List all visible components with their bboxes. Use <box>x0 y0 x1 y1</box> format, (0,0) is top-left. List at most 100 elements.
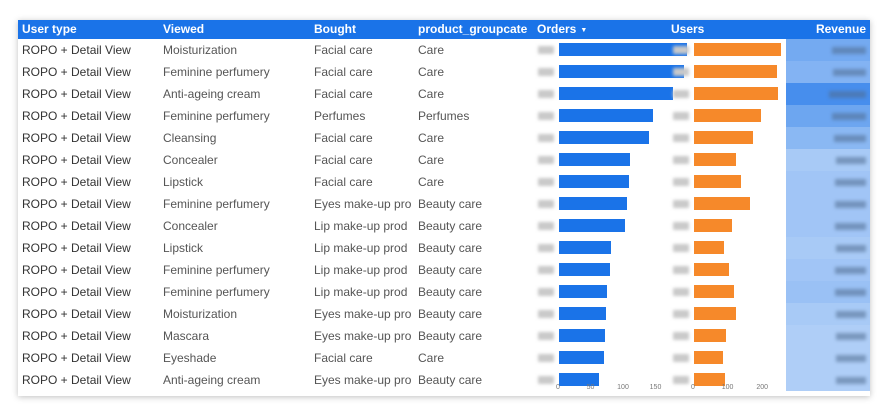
table-row[interactable]: ROPO + Detail View Feminine perfumery Eyes… <box>18 193 870 215</box>
cell-user-type: ROPO + Detail View <box>22 197 131 211</box>
cell-viewed: Lipstick <box>163 175 204 189</box>
users-value <box>673 332 689 340</box>
table-row[interactable]: ROPO + Detail View Cleansing Facial care Ca… <box>18 127 870 149</box>
revenue-cell <box>786 83 870 105</box>
table-row[interactable]: ROPO + Detail View Concealer Lip make-up p… <box>18 215 870 237</box>
revenue-value <box>836 377 866 384</box>
cell-product-group: Care <box>418 87 445 101</box>
cell-bought: Eyes make-up pro <box>314 373 412 387</box>
table-row[interactable]: ROPO + Detail View Moisturization Eyes mak… <box>18 303 870 325</box>
revenue-cell <box>786 127 870 149</box>
users-value <box>673 156 689 164</box>
users-bar <box>694 43 781 56</box>
users-bar <box>694 351 724 364</box>
cell-user-type: ROPO + Detail View <box>22 43 131 57</box>
sort-descending-icon[interactable]: ▼ <box>580 27 588 34</box>
column-header-product-group[interactable]: product_groupcate... <box>418 22 528 36</box>
column-header-viewed[interactable]: Viewed <box>163 22 205 36</box>
orders-bar <box>559 131 649 144</box>
cell-user-type: ROPO + Detail View <box>22 175 131 189</box>
table-row[interactable]: ROPO + Detail View Moisturization Facial c… <box>18 39 870 61</box>
cell-bought: Facial care <box>314 87 373 101</box>
cell-viewed: Moisturization <box>163 43 238 57</box>
revenue-cell <box>786 281 870 303</box>
cell-product-group: Care <box>418 153 445 167</box>
revenue-value <box>835 289 866 296</box>
revenue-cell <box>786 347 870 369</box>
users-bar <box>694 263 730 276</box>
orders-bar <box>559 329 606 342</box>
cell-user-type: ROPO + Detail View <box>22 373 131 387</box>
cell-product-group: Care <box>418 351 445 365</box>
cell-user-type: ROPO + Detail View <box>22 351 131 365</box>
table-row[interactable]: ROPO + Detail View Feminine perfumery Lip … <box>18 281 870 303</box>
table-row[interactable]: ROPO + Detail View Eyeshade Facial care Car… <box>18 347 870 369</box>
orders-value <box>538 244 554 252</box>
table-row[interactable]: ROPO + Detail View Lipstick Facial care Car… <box>18 171 870 193</box>
revenue-cell <box>786 193 870 215</box>
orders-header-label: Orders <box>537 22 577 36</box>
cell-user-type: ROPO + Detail View <box>22 109 131 123</box>
revenue-cell <box>786 171 870 193</box>
table-row[interactable]: ROPO + Detail View Mascara Eyes make-up pr… <box>18 325 870 347</box>
column-header-revenue[interactable]: Revenue <box>815 22 866 36</box>
cell-user-type: ROPO + Detail View <box>22 307 131 321</box>
table-row[interactable]: ROPO + Detail View Concealer Facial care Ca… <box>18 149 870 171</box>
column-header-user-type[interactable]: User type <box>22 22 77 36</box>
orders-value <box>538 156 554 164</box>
users-bar <box>694 285 735 298</box>
table-row[interactable]: ROPO + Detail View Anti-ageing cream Facia… <box>18 83 870 105</box>
users-value <box>673 68 689 76</box>
cell-user-type: ROPO + Detail View <box>22 263 131 277</box>
table-row[interactable]: ROPO + Detail View Feminine perfumery Faci… <box>18 61 870 83</box>
orders-value <box>538 354 554 362</box>
axis-tick-label: 150 <box>649 384 662 391</box>
orders-value <box>538 112 554 120</box>
cell-product-group: Beauty care <box>418 307 483 321</box>
users-bar <box>694 373 725 386</box>
axis-tick-label: 200 <box>756 384 769 391</box>
cell-product-group: Beauty care <box>418 329 483 343</box>
cell-bought: Facial care <box>314 43 373 57</box>
table-row[interactable]: ROPO + Detail View Anti-ageing cream Eyes … <box>18 369 870 391</box>
revenue-value <box>832 113 866 120</box>
revenue-value <box>832 47 866 54</box>
revenue-value <box>835 267 866 274</box>
cell-user-type: ROPO + Detail View <box>22 219 131 233</box>
cell-bought: Perfumes <box>314 109 366 123</box>
users-bar <box>694 241 725 254</box>
users-value <box>673 178 689 186</box>
users-value <box>673 244 689 252</box>
users-bar <box>694 175 742 188</box>
axis-tick-label: 50 <box>586 384 595 391</box>
users-value <box>673 222 689 230</box>
orders-value <box>538 288 554 296</box>
table-row[interactable]: ROPO + Detail View Lipstick Lip make-up pr… <box>18 237 870 259</box>
users-bar <box>694 307 736 320</box>
table-row[interactable]: ROPO + Detail View Feminine perfumery Perf… <box>18 105 870 127</box>
revenue-cell <box>786 303 870 325</box>
users-value <box>673 354 689 362</box>
orders-value <box>538 90 554 98</box>
cell-viewed: Feminine perfumery <box>163 109 270 123</box>
revenue-cell <box>786 215 870 237</box>
cell-viewed: Anti-ageing cream <box>163 87 261 101</box>
cell-product-group: Care <box>418 175 445 189</box>
users-bar <box>694 131 753 144</box>
revenue-cell <box>786 149 870 171</box>
cell-bought: Facial care <box>314 131 373 145</box>
cell-bought: Lip make-up prod <box>314 241 408 255</box>
cell-viewed: Lipstick <box>163 241 204 255</box>
cell-product-group: Beauty care <box>418 285 483 299</box>
orders-value <box>538 200 554 208</box>
table-row[interactable]: ROPO + Detail View Feminine perfumery Lip … <box>18 259 870 281</box>
users-bar <box>694 329 726 342</box>
cell-product-group: Care <box>418 43 445 57</box>
column-header-users[interactable]: Users <box>671 22 705 36</box>
orders-value <box>538 222 554 230</box>
column-header-orders[interactable]: Orders ▼ <box>537 20 677 39</box>
column-header-bought[interactable]: Bought <box>314 22 356 36</box>
revenue-cell <box>786 39 870 61</box>
orders-bar <box>559 241 611 254</box>
revenue-cell <box>786 325 870 347</box>
